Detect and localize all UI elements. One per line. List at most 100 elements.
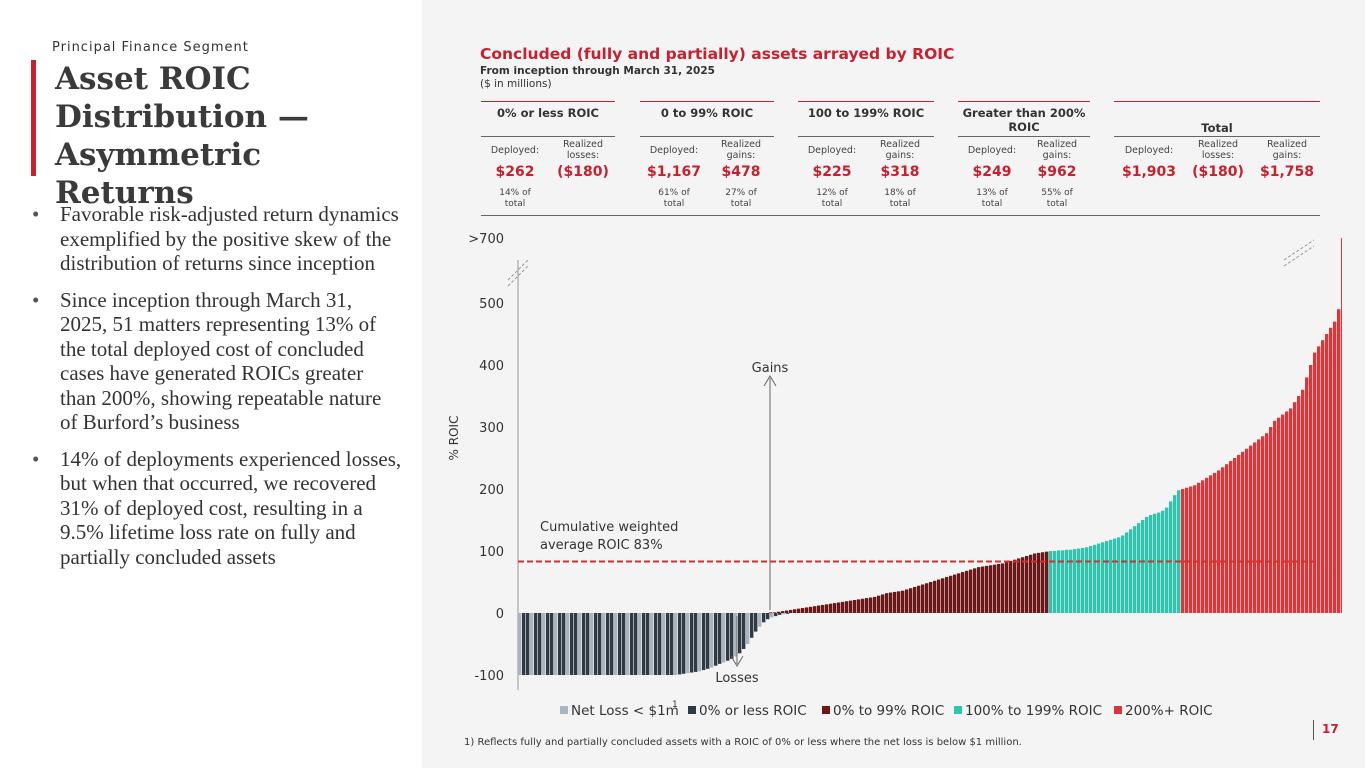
bullet-dot-icon: • [32, 287, 40, 312]
bar [881, 594, 885, 613]
bar [690, 613, 694, 673]
table-rule [481, 101, 615, 102]
table-separator [798, 136, 934, 137]
bar [1325, 334, 1329, 613]
losses-label: Losses [715, 671, 759, 686]
bar [650, 613, 654, 675]
bar [1017, 558, 1021, 613]
cell-label: Realized gains: [1037, 139, 1077, 161]
bar [793, 609, 797, 613]
bar [873, 596, 877, 613]
bar [833, 603, 837, 613]
cell-label: Deployed: [807, 145, 857, 156]
cell-value: $478 [721, 164, 761, 180]
bullet-text: Favorable risk-adjusted return dynamics … [60, 202, 399, 275]
cell-percent: 27% of total [725, 188, 757, 209]
bar [1097, 543, 1101, 613]
bar [1145, 516, 1149, 613]
legend-swatch-icon [560, 706, 568, 714]
bar [758, 613, 762, 627]
bar [1261, 436, 1265, 613]
bar [1321, 340, 1325, 613]
bar [522, 613, 526, 675]
bar [1153, 513, 1157, 613]
legend-label: Net Loss < $1m [571, 703, 679, 719]
bar [770, 613, 774, 618]
bar [1205, 477, 1209, 613]
y-tick-label: >700 [468, 232, 504, 247]
bar [961, 572, 965, 613]
bar [762, 613, 766, 623]
cell-label: Deployed: [967, 145, 1017, 156]
bar [1277, 417, 1281, 613]
bar [1181, 489, 1185, 613]
bar [989, 565, 993, 613]
bar [586, 613, 590, 675]
footnote: 1) Reflects fully and partially conclude… [464, 737, 1022, 748]
bar [773, 612, 777, 614]
bar [638, 613, 642, 675]
bar [921, 584, 925, 613]
bar [981, 566, 985, 613]
bar [686, 613, 690, 674]
bar [917, 585, 921, 613]
table-bottom-rule [481, 215, 1320, 216]
bar [905, 589, 909, 613]
bar [829, 603, 833, 613]
bar [993, 564, 997, 613]
chart-units: ($ in millions) [480, 78, 552, 90]
cell-value: ($180) [557, 164, 609, 180]
bar [977, 567, 981, 613]
bar [754, 613, 758, 632]
table-separator [958, 136, 1090, 137]
bar [554, 613, 558, 675]
bar [630, 613, 634, 675]
bullet-list: • Favorable risk-adjusted return dynamics… [32, 202, 404, 581]
legend-swatch-icon [822, 706, 830, 714]
bar [1193, 485, 1197, 613]
legend-swatch-icon [688, 706, 696, 714]
bar [837, 602, 841, 613]
bar [746, 613, 750, 644]
bar [766, 613, 770, 620]
bar [678, 613, 682, 675]
bar [1293, 402, 1297, 613]
bar [1001, 563, 1005, 613]
group-header-loss: 0% or less ROIC [497, 106, 599, 120]
bar [805, 607, 809, 613]
axis-breaks [507, 239, 1315, 287]
bar [710, 613, 714, 668]
legend-swatch-icon [954, 706, 962, 714]
bar [682, 613, 686, 674]
legend: Net Loss < $1m1 0% or less ROIC 0% to 99% … [560, 700, 1213, 719]
cell-label: Deployed: [490, 145, 540, 156]
cell-value: ($180) [1192, 164, 1244, 180]
bar [1069, 549, 1073, 613]
y-tick-label: 500 [479, 297, 504, 312]
page-number: 17 [1322, 722, 1339, 736]
table-rule [798, 101, 934, 102]
bar [714, 613, 718, 666]
bar [1221, 467, 1225, 613]
bar [1133, 526, 1137, 613]
cell-label: Realized gains: [880, 139, 920, 161]
bar [602, 613, 606, 675]
bar [730, 613, 734, 659]
cell-label: Realized gains: [721, 139, 761, 161]
bar [853, 599, 857, 613]
bar [1005, 562, 1009, 613]
bar [1313, 352, 1317, 613]
bar [1297, 396, 1301, 613]
bar [1285, 411, 1289, 613]
bar [933, 580, 937, 613]
bar [1089, 546, 1093, 613]
bar [546, 613, 550, 675]
losses-arrow-head-icon [730, 655, 744, 667]
bar [861, 598, 865, 613]
bar [937, 579, 941, 613]
bar [973, 568, 977, 613]
bar [1109, 539, 1113, 613]
bar [1125, 532, 1129, 613]
cell-value: $225 [812, 164, 852, 180]
bar [821, 604, 825, 613]
